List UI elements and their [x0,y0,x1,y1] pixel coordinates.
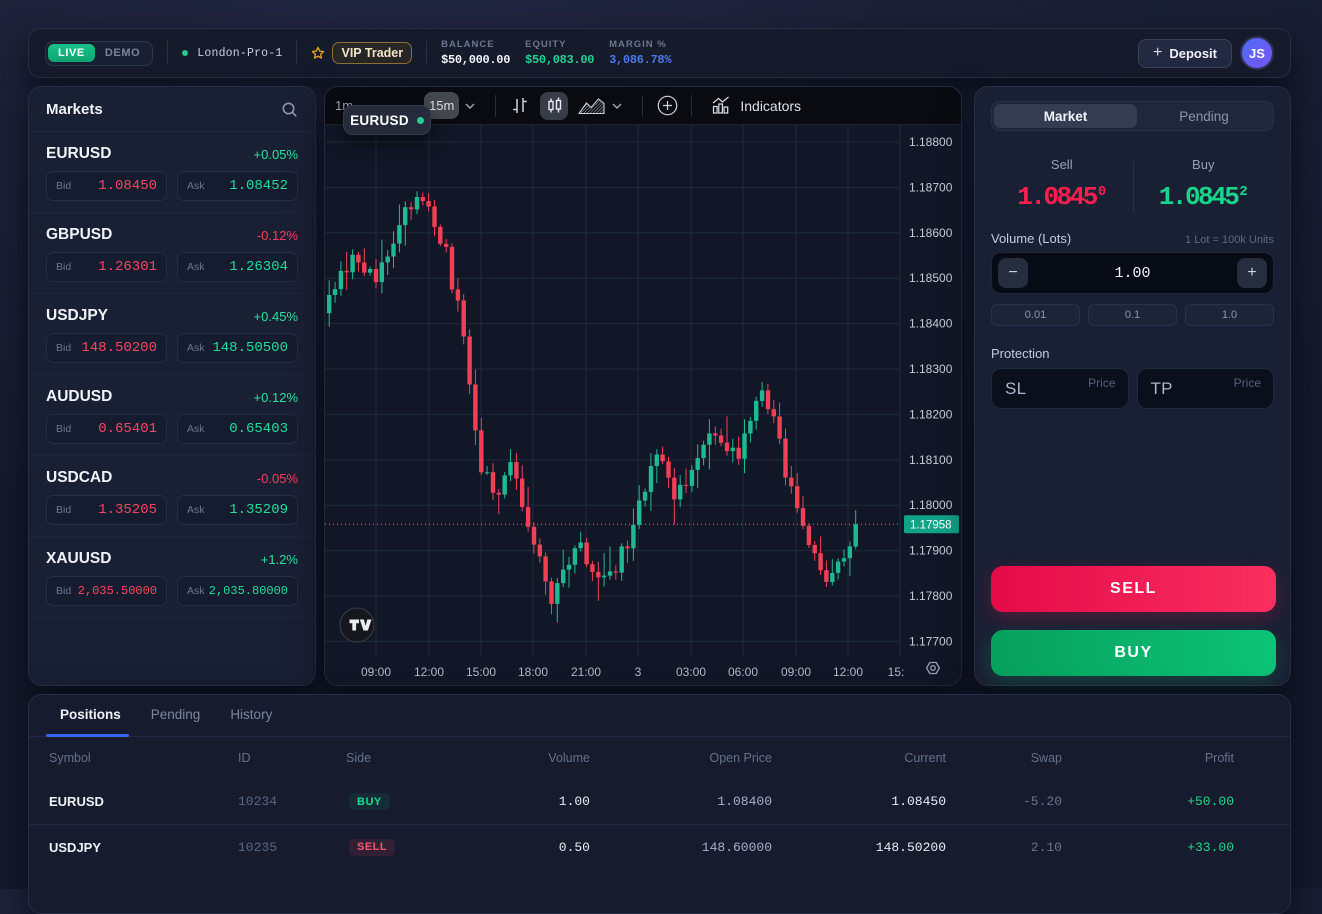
svg-text:1.18400: 1.18400 [909,317,953,331]
svg-text:1.18700: 1.18700 [909,180,953,194]
svg-text:1.18200: 1.18200 [909,407,953,421]
svg-text:1.18600: 1.18600 [909,226,953,240]
svg-text:18:00: 18:00 [518,665,548,679]
svg-text:1.18000: 1.18000 [909,498,953,512]
svg-text:06:00: 06:00 [728,665,758,679]
svg-text:1.18300: 1.18300 [909,362,953,376]
svg-text:12:00: 12:00 [414,665,444,679]
svg-text:1.17900: 1.17900 [909,544,953,558]
svg-text:15:: 15: [888,665,905,679]
svg-text:12:00: 12:00 [833,665,863,679]
svg-text:1.17800: 1.17800 [909,589,953,603]
svg-text:15:00: 15:00 [466,665,496,679]
svg-text:03:00: 03:00 [676,665,706,679]
svg-text:09:00: 09:00 [781,665,811,679]
svg-text:09:00: 09:00 [361,665,391,679]
svg-text:1.17700: 1.17700 [909,634,953,648]
svg-text:1.18100: 1.18100 [909,453,953,467]
svg-text:3: 3 [635,665,642,679]
svg-text:1.18500: 1.18500 [909,271,953,285]
svg-text:1.18800: 1.18800 [909,135,953,149]
svg-text:1.17958: 1.17958 [910,519,952,531]
svg-text:21:00: 21:00 [571,665,601,679]
